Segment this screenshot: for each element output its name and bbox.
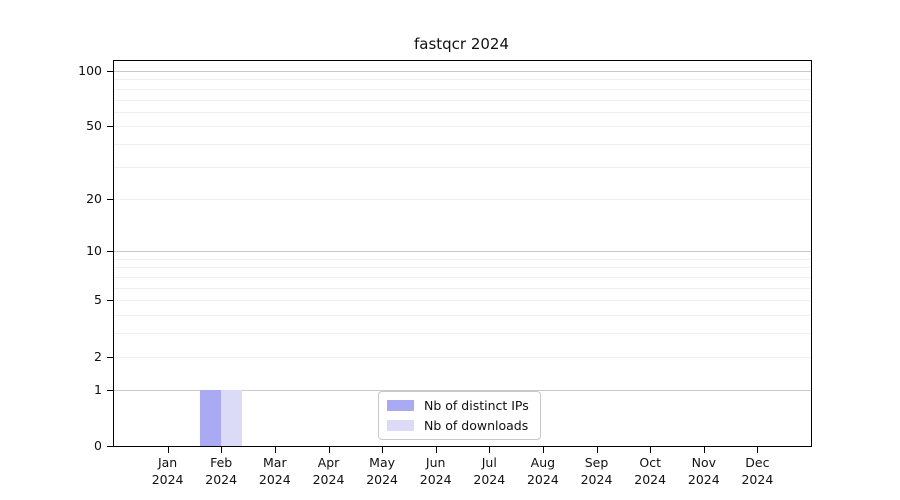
- x-tick-apr: [328, 447, 330, 453]
- x-tick-label-sep: Sep 2024: [580, 455, 613, 487]
- x-tick-label-nov: Nov 2024: [687, 455, 720, 487]
- x-tick-jan: [167, 447, 169, 453]
- y-tick-label-5: 5: [94, 292, 102, 308]
- y-tick-5: [107, 300, 113, 302]
- legend-item-distinct-ips: Nb of distinct IPs: [387, 398, 529, 413]
- x-tick-feb: [221, 447, 223, 453]
- x-tick-label-mar: Mar 2024: [258, 455, 291, 487]
- legend-label-distinct-ips: Nb of distinct IPs: [424, 398, 529, 413]
- x-tick-jul: [489, 447, 491, 453]
- gridline-30: [114, 166, 811, 168]
- y-tick-0: [107, 446, 113, 447]
- x-tick-label-jul: Jul 2024: [473, 455, 506, 487]
- y-tick-label-100: 100: [78, 62, 102, 78]
- x-tick-label-jan: Jan 2024: [151, 455, 184, 487]
- y-tick-2: [107, 356, 113, 358]
- gridline-3: [114, 333, 811, 335]
- x-tick-aug: [542, 447, 544, 453]
- gridline-60: [114, 111, 811, 113]
- gridline-50: [114, 126, 811, 128]
- y-tick-label-1: 1: [94, 381, 102, 397]
- gridline-6: [114, 287, 811, 289]
- x-tick-dec: [757, 447, 759, 453]
- gridline-9: [114, 258, 811, 260]
- bar-distinct-ips-feb: [200, 389, 222, 446]
- x-tick-label-apr: Apr 2024: [312, 455, 345, 487]
- gridline-8: [114, 267, 811, 269]
- x-tick-label-jun: Jun 2024: [419, 455, 452, 487]
- x-tick-sep: [596, 447, 598, 453]
- y-tick-label-50: 50: [86, 118, 102, 134]
- legend: Nb of distinct IPs Nb of downloads: [378, 391, 541, 440]
- gridline-10: [114, 251, 811, 253]
- chart-title: fastqcr 2024: [413, 35, 510, 53]
- gridline-1: [114, 389, 811, 391]
- legend-item-downloads: Nb of downloads: [387, 418, 529, 433]
- gridline-40: [114, 144, 811, 146]
- y-tick-100: [107, 70, 113, 72]
- gridline-2: [114, 356, 811, 358]
- y-tick-label-2: 2: [94, 348, 102, 364]
- y-tick-10: [107, 251, 113, 253]
- x-tick-jun: [435, 447, 437, 453]
- x-tick-oct: [650, 447, 652, 453]
- legend-label-downloads: Nb of downloads: [424, 418, 529, 433]
- legend-swatch-downloads: [387, 420, 414, 431]
- y-tick-label-10: 10: [86, 243, 102, 259]
- x-tick-nov: [703, 447, 705, 453]
- y-tick-label-20: 20: [86, 190, 102, 206]
- y-tick-20: [107, 198, 113, 200]
- gridline-70: [114, 99, 811, 101]
- x-tick-label-dec: Dec 2024: [741, 455, 774, 487]
- gridline-80: [114, 88, 811, 90]
- gridline-4: [114, 315, 811, 317]
- y-tick-1: [107, 389, 113, 391]
- x-tick-label-oct: Oct 2024: [634, 455, 667, 487]
- gridline-7: [114, 277, 811, 278]
- x-tick-mar: [274, 447, 276, 453]
- y-tick-label-0: 0: [94, 438, 102, 453]
- plot-area: Nb of distinct IPs Nb of downloads 0 1 2 5 1…: [78, 60, 812, 487]
- gridline-5: [114, 300, 811, 302]
- legend-swatch-distinct-ips: [387, 400, 414, 411]
- bar-downloads-feb: [221, 389, 243, 446]
- gridline-20: [114, 198, 811, 200]
- x-tick-label-aug: Aug 2024: [526, 455, 559, 487]
- x-tick-label-may: May 2024: [366, 455, 398, 487]
- y-tick-50: [107, 126, 113, 128]
- x-tick-label-feb: Feb 2024: [205, 455, 238, 487]
- gridline-100: [114, 70, 811, 72]
- gridline-90: [114, 79, 811, 81]
- x-tick-may: [382, 447, 384, 453]
